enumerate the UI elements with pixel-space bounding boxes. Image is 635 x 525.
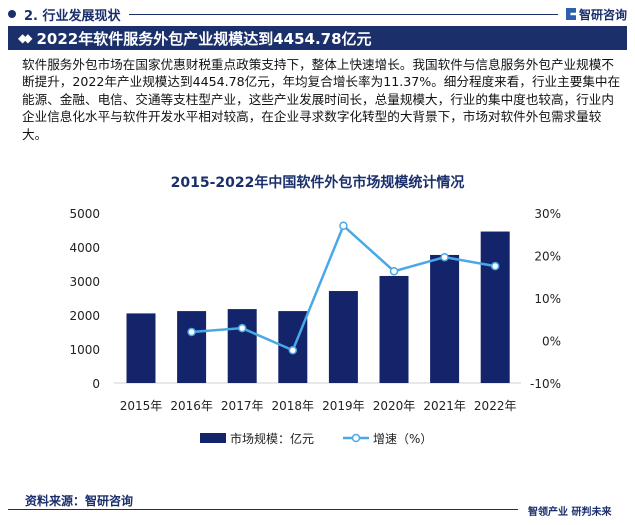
legend-line-marker <box>351 433 361 443</box>
section-title: 2. 行业发展现状 <box>24 8 121 24</box>
left-tick-label: 4000 <box>69 241 100 255</box>
bar-2021年 <box>430 254 460 383</box>
right-tick-label: 30% <box>534 207 561 221</box>
x-tick-label: 2022年 <box>474 399 517 413</box>
right-tick-label: 0% <box>542 335 561 349</box>
growth-point <box>339 221 348 230</box>
bar-2022年 <box>480 231 510 383</box>
growth-point <box>490 261 500 271</box>
slogan: 智领产业 研判未来 <box>528 507 612 518</box>
headline-banner: ◆◆ 2022年软件服务外包产业规模达到4454.78亿元 <box>8 26 627 50</box>
legend-bar-swatch <box>200 433 226 443</box>
footer-divider <box>8 509 518 510</box>
right-tick-label: 10% <box>534 292 561 306</box>
growth-point <box>237 323 247 333</box>
x-tick-label: 2019年 <box>322 399 365 413</box>
x-tick-label: 2016年 <box>170 399 213 413</box>
right-tick-label: 20% <box>534 250 561 264</box>
left-tick-label: 3000 <box>69 275 100 289</box>
chart-title: 2015-2022年中国软件外包市场规模统计情况 <box>170 175 465 191</box>
bar-2015年 <box>126 313 156 383</box>
growth-point <box>187 327 196 337</box>
bar-2017年 <box>227 309 257 383</box>
logo-text: 智研咨询 <box>578 7 627 22</box>
left-tick-label: 0 <box>92 377 100 391</box>
left-tick-label: 2000 <box>69 309 100 323</box>
legend-line-label: 增速（%） <box>373 432 432 446</box>
x-tick-label: 2015年 <box>120 399 163 413</box>
x-tick-label: 2020年 <box>373 399 416 413</box>
legend-bar-label: 市场规模：亿元 <box>230 431 314 446</box>
growth-point <box>440 252 449 262</box>
bar-2019年 <box>328 291 358 383</box>
bar-2020年 <box>379 275 409 383</box>
bullet-dot-icon <box>8 10 16 18</box>
headline-text: 2022年软件服务外包产业规模达到4454.78亿元 <box>36 29 372 48</box>
divider <box>128 13 558 15</box>
brand-logo: 智研咨询 <box>565 6 627 23</box>
section-header: 2. 行业发展现状 智研咨询 <box>8 4 627 24</box>
x-tick-label: 2021年 <box>423 399 466 413</box>
growth-point <box>288 346 298 355</box>
left-tick-label: 1000 <box>69 343 100 357</box>
body-paragraph: 软件服务外包市场在国家优惠财税重点政策支持下，整体上快速增长。我国软件与信息服务… <box>22 57 621 142</box>
right-tick-label: -10% <box>530 377 561 391</box>
growth-point <box>389 266 399 276</box>
left-tick-label: 5000 <box>69 207 100 221</box>
x-tick-label: 2017年 <box>221 399 264 413</box>
source-note: 资料来源：智研咨询 <box>25 494 134 508</box>
x-tick-label: 2018年 <box>272 399 315 413</box>
bar-2016年 <box>177 311 207 383</box>
